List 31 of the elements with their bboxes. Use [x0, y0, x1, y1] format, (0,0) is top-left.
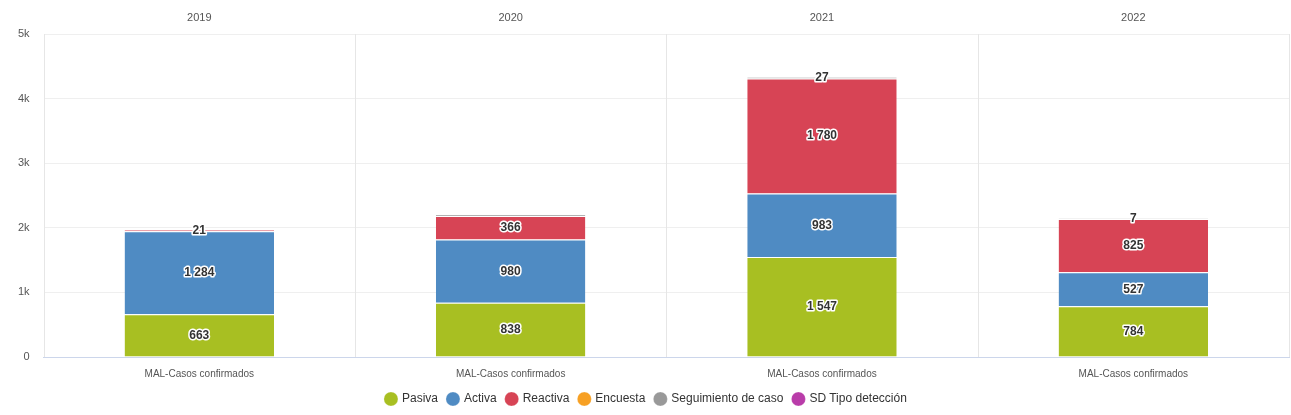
legend-label: Activa: [463, 391, 497, 406]
y-tick-label: 0: [23, 350, 30, 363]
data-label: 784: [1123, 323, 1144, 338]
text: 2022: [1121, 11, 1146, 24]
legend-label: Reactiva: [522, 391, 570, 406]
y-tick-label: 3k: [17, 156, 31, 169]
data-label: 980: [500, 263, 521, 278]
text: 2019: [187, 11, 212, 24]
data-label: 1 284: [184, 265, 215, 280]
x-tick-label: MAL-Casos confirmados: [1078, 367, 1189, 379]
legend-label: Pasiva: [401, 391, 439, 406]
legend-label: SD Tipo detección: [809, 391, 907, 406]
y-tick-label: 4k: [17, 91, 31, 104]
data-label: 838: [500, 322, 521, 336]
text: 2020: [498, 11, 523, 24]
y-tick-label: 1k: [17, 285, 31, 298]
data-label: 1 780: [806, 128, 838, 143]
text: 2021: [809, 11, 835, 24]
data-label: 366: [500, 220, 521, 235]
legend-label: Encuesta: [595, 391, 646, 406]
data-label: 1 547: [806, 299, 838, 314]
data-label: 527: [1123, 281, 1144, 296]
x-tick-label: MAL-Casos confirmados: [144, 367, 255, 379]
y-tick-label: 5k: [17, 27, 31, 40]
x-tick-label: MAL-Casos confirmados: [767, 367, 877, 379]
data-label: 825: [1123, 237, 1144, 252]
x-tick-label: MAL-Casos confirmados: [455, 367, 566, 379]
data-label: 663: [189, 327, 210, 342]
data-label: 983: [811, 217, 833, 232]
y-tick-label: 2k: [17, 220, 31, 233]
legend-label: Seguimiento de caso: [671, 391, 784, 406]
